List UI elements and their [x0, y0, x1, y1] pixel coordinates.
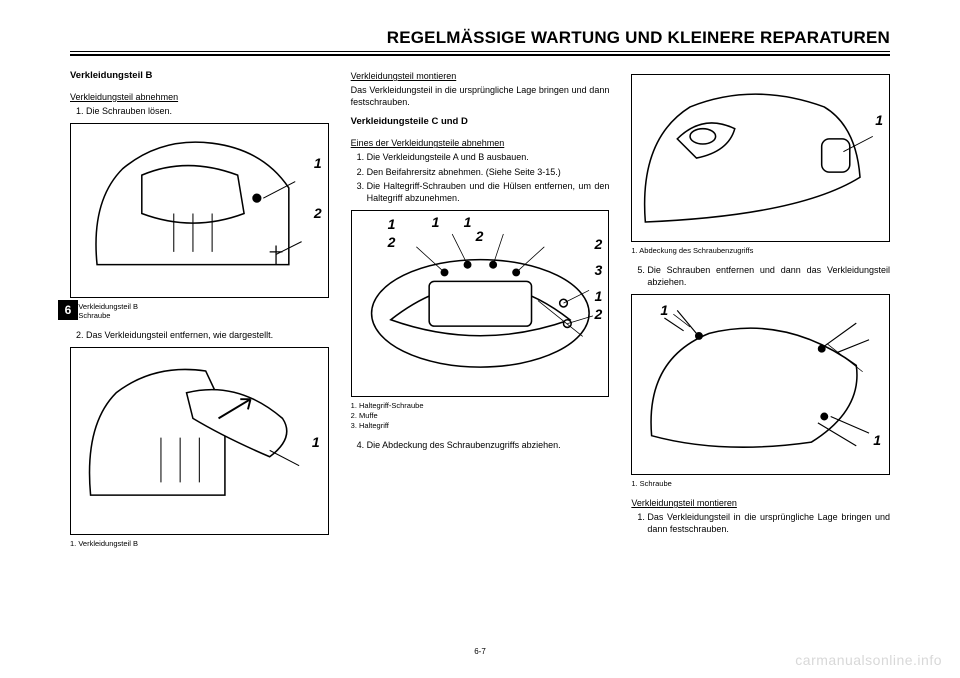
column-2: Verkleidungsteil montieren Das Verkleidu…: [351, 70, 610, 557]
column-3: 1 1. Abdeckung des Schraubenzugriffs Die…: [631, 70, 890, 557]
chapter-tab: 6: [58, 300, 78, 320]
figure-caption: 1. Schraube: [631, 479, 890, 489]
step: Den Beifahrersitz abnehmen. (Siehe Seite…: [367, 166, 610, 178]
step: Die Schrauben entfernen und dann das Ver…: [647, 264, 890, 288]
callout-label: 2: [595, 235, 603, 254]
watermark: carmanualsonline.info: [795, 652, 942, 668]
step: Das Verkleidungsteil in die ursprüng­lic…: [647, 511, 890, 535]
steps-list: Das Verkleidungsteil entfernen, wie darg…: [70, 329, 329, 341]
callout-label: 1: [595, 287, 603, 306]
callout-label: 2: [314, 204, 322, 223]
page-header: REGELMÄSSIGE WARTUNG UND KLEINERE REPARA…: [70, 28, 890, 56]
callout-label: 1: [464, 213, 472, 232]
manual-page: REGELMÄSSIGE WARTUNG UND KLEINERE REPARA…: [0, 0, 960, 678]
mount-title: Verkleidungsteil montieren: [631, 497, 890, 509]
step: Das Verkleidungsteil entfernen, wie darg…: [86, 329, 329, 341]
steps-list: Die Verkleidungsteile A und B ausbau­en.…: [351, 151, 610, 204]
figure-panel-screws: 1 1: [631, 294, 890, 475]
callout-label: 1: [432, 213, 440, 232]
callout-label: 1: [873, 431, 881, 450]
callout-label: 2: [388, 233, 396, 252]
callout-label: 1: [660, 301, 668, 320]
callout-label: 2: [595, 305, 603, 324]
mount-title: Verkleidungsteil montieren: [351, 70, 610, 82]
column-1: Verkleidungsteil B Verkleidungsteil abne…: [70, 70, 329, 557]
steps-list: Das Verkleidungsteil in die ursprüng­lic…: [631, 511, 890, 535]
figure-caption: 1. Verkleidungsteil B 2. Schraube: [70, 302, 329, 322]
steps-list: Die Schrauben lösen.: [70, 105, 329, 117]
body-text: Das Verkleidungsteil in die ursprünglich…: [351, 84, 610, 108]
step: Die Abdeckung des Schraubenzugriffs abzi…: [367, 439, 610, 451]
step: Die Schrauben lösen.: [86, 105, 329, 117]
content-columns: Verkleidungsteil B Verkleidungsteil abne…: [70, 70, 890, 557]
callout-label: 1: [875, 111, 883, 130]
section-title: Verkleidungsteile C und D: [351, 116, 610, 129]
remove-title: Eines der Verkleidungsteile abnehmen: [351, 137, 610, 149]
callout-label: 1: [388, 215, 396, 234]
page-title: REGELMÄSSIGE WARTUNG UND KLEINERE REPARA…: [70, 28, 890, 52]
figure-panel-b-screws: 1 2: [70, 123, 329, 298]
callout-label: 1: [312, 433, 320, 452]
figure-caption: 1. Abdeckung des Schraubenzugriffs: [631, 246, 890, 256]
step: Die Verkleidungsteile A und B ausbau­en.: [367, 151, 610, 163]
remove-title: Verkleidungsteil abnehmen: [70, 91, 329, 103]
figure-caption: 1. Haltegriff-Schraube 2. Muffe 3. Halte…: [351, 401, 610, 430]
callout-label: 1: [314, 154, 322, 173]
figure-screw-cover: 1: [631, 74, 890, 242]
steps-list: Die Schrauben entfernen und dann das Ver…: [631, 264, 890, 288]
section-title: Verkleidungsteil B: [70, 70, 329, 83]
steps-list: Die Abdeckung des Schraubenzugriffs abzi…: [351, 439, 610, 451]
callout-label: 3: [595, 261, 603, 280]
figure-panel-b-remove: 1: [70, 347, 329, 535]
step: Die Haltegriff-Schrauben und die Hülsen …: [367, 180, 610, 204]
callout-label: 2: [476, 227, 484, 246]
figure-grab-bar: 1 2 1 1 2 2 3 1 2: [351, 210, 610, 398]
figure-caption: 1. Verkleidungsteil B: [70, 539, 329, 549]
